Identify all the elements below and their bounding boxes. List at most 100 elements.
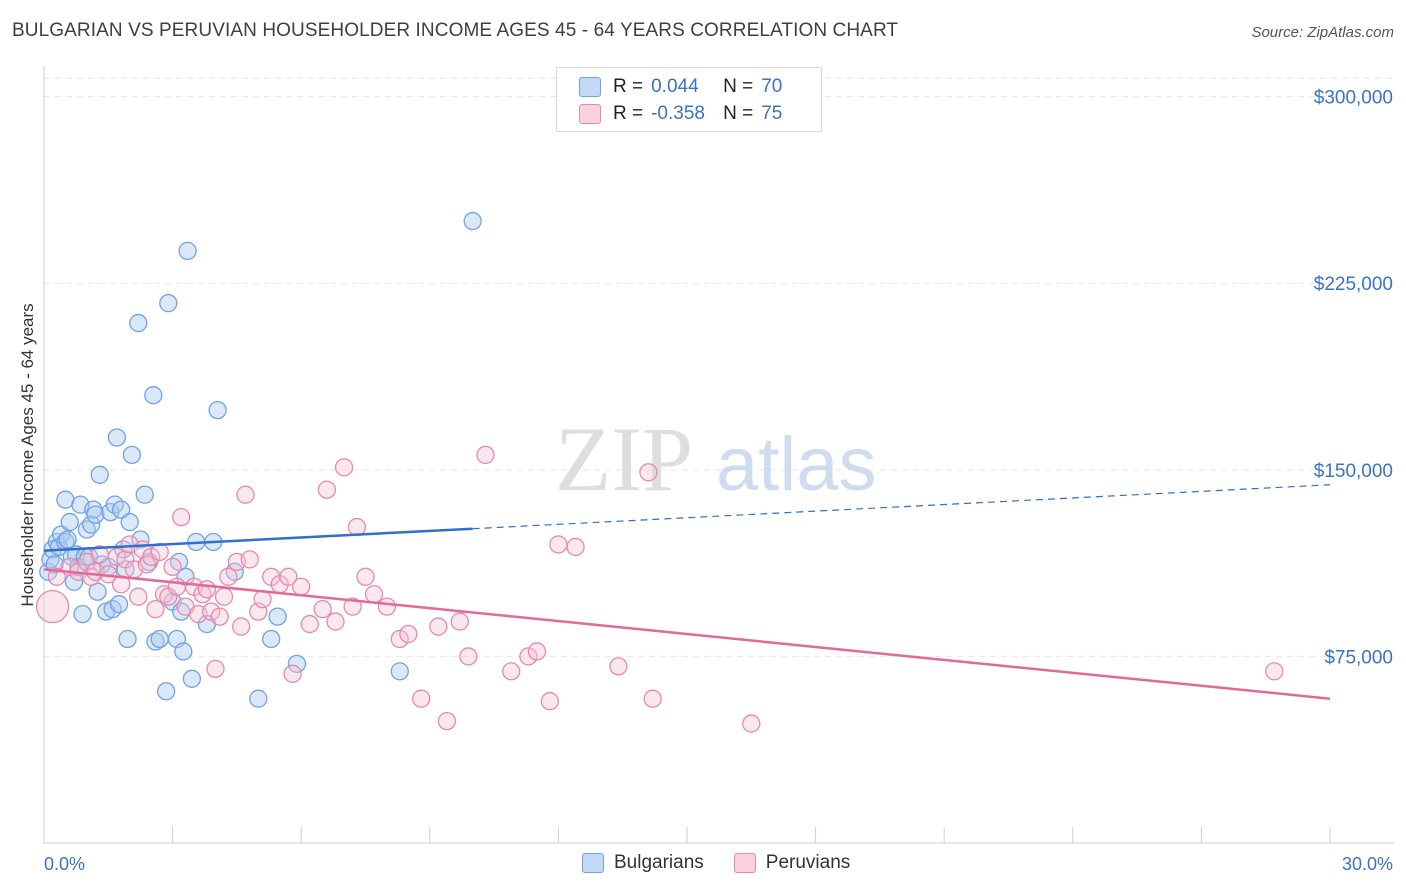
legend-row-bulgarians: R = 0.044 N = 70 (579, 74, 782, 100)
r-label: R = (613, 103, 644, 124)
peruvian-point (253, 590, 272, 609)
peruvian-point (377, 597, 397, 616)
peruvian-point (459, 647, 478, 666)
bulgarian-point (174, 642, 193, 661)
peruvian-point (206, 659, 225, 679)
bulgarian-point (86, 505, 105, 524)
bulgarians-swatch (579, 77, 601, 97)
legend-item-bulgarians[interactable]: Bulgarians (582, 852, 704, 874)
bulgarian-point (144, 386, 163, 405)
peruvian-point (437, 711, 457, 731)
peruvian-point (283, 664, 302, 683)
n-value: 75 (761, 103, 783, 124)
peruvian-point (240, 550, 259, 569)
legend-label-peruvians: Peruvians (765, 852, 851, 873)
peruvian-point (1265, 662, 1284, 681)
peruvian-point (364, 585, 384, 604)
peruvian-point (142, 547, 161, 567)
peruvian-point (35, 590, 70, 624)
x-tick-label: 30.0% (1342, 854, 1393, 874)
bulgarian-point (120, 512, 139, 532)
watermark-atlas: atlas (716, 422, 877, 507)
peruvian-point (502, 662, 521, 681)
bulgarian-point (178, 241, 197, 261)
bulgarian-point (268, 607, 287, 626)
y-tick-label: $75,000 (1324, 647, 1393, 668)
r-value: 0.044 (651, 76, 699, 97)
bulgarian-point (58, 530, 77, 549)
bulgarian-point (262, 629, 281, 649)
peruvian-point (232, 617, 251, 636)
bulgarian-point (287, 654, 307, 674)
peruvian-point (236, 485, 255, 504)
bulgarian-point (150, 629, 169, 649)
peruvian-point (390, 629, 409, 649)
y-tick-label: $225,000 (1314, 274, 1393, 295)
peruvian-point (202, 602, 221, 621)
peruvian-point (643, 689, 662, 708)
legend-row-peruvians: R = -0.358 N = 75 (579, 101, 782, 127)
bulgarian-point (463, 211, 482, 231)
n-label: N = (723, 103, 754, 124)
peruvian-point (347, 517, 367, 537)
bulgarian-point (107, 428, 127, 447)
bulgarian-point (112, 500, 131, 519)
series-legend: Bulgarians Peruvians (582, 852, 880, 874)
peruvian-point (326, 612, 345, 631)
watermark: ZIP atlas (555, 408, 877, 510)
peruvian-point (429, 617, 448, 636)
peruvians-points (35, 445, 1284, 733)
trend-lines (43, 484, 1331, 700)
bulgarians-swatch (582, 853, 604, 873)
peruvian-point (167, 577, 187, 596)
bulgarian-point (129, 313, 148, 333)
source-label: Source: ZipAtlas.com (1251, 24, 1394, 41)
bulgarian-point (390, 662, 409, 681)
y-tick-label: $150,000 (1314, 461, 1393, 482)
bulgarian-point (82, 515, 101, 534)
peruvian-point (549, 535, 568, 554)
bulgarian-point (208, 400, 227, 420)
peruvian-point (210, 607, 229, 626)
peruvians-swatch (579, 104, 601, 124)
bulgarian-point (90, 465, 109, 484)
legend-label-bulgarians: Bulgarians (614, 852, 704, 873)
peruvian-point (279, 567, 298, 586)
peruvian-point (356, 567, 375, 586)
bulgarians-trend-line (43, 527, 473, 552)
peruvian-point (214, 587, 234, 606)
bulgarian-point (118, 629, 137, 649)
peruvians-swatch (733, 853, 756, 873)
peruvian-point (47, 567, 67, 586)
peruvian-point (146, 599, 165, 619)
peruvian-point (742, 714, 761, 733)
legend-item-peruvians[interactable]: Peruvians (733, 852, 851, 874)
peruvian-point (129, 587, 148, 606)
peruvian-point (519, 647, 538, 666)
n-label: N = (723, 76, 754, 97)
peruvians-trend-line (43, 568, 1331, 700)
peruvian-point (566, 537, 585, 557)
bulgarians-points (39, 211, 482, 708)
bulgarian-point (135, 485, 154, 504)
bulgarian-point (73, 604, 92, 624)
peruvian-point (219, 567, 238, 586)
axes (43, 66, 1394, 844)
peruvian-point (172, 507, 191, 527)
bulgarian-point (182, 669, 202, 688)
peruvian-point (412, 689, 431, 708)
y-tick-label: $300,000 (1314, 88, 1393, 109)
r-label: R = (613, 76, 644, 97)
bulgarian-point (157, 682, 176, 701)
peruvian-point (540, 692, 559, 711)
peruvian-point (450, 612, 469, 631)
correlation-legend: R = 0.044 N = 70 R = -0.358 N = 75 (556, 67, 822, 132)
peruvian-point (399, 624, 418, 644)
peruvian-point (313, 599, 332, 619)
watermark-zip: ZIP (555, 408, 693, 510)
peruvian-point (609, 657, 628, 676)
peruvian-point (639, 463, 658, 482)
peruvian-point (197, 580, 217, 599)
r-value: -0.358 (651, 103, 705, 124)
gridlines (44, 77, 1394, 657)
